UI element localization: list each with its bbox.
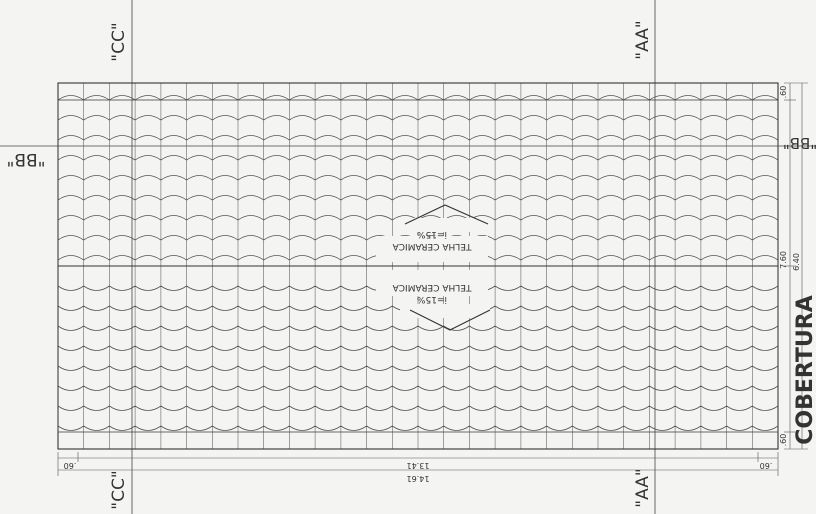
dim-bottom-left: .60 <box>64 461 77 470</box>
roof-note-lower-slope: i=15% <box>417 294 447 304</box>
dim-right-mid2: 6.40 <box>792 253 801 271</box>
bottom-dimensions <box>57 452 779 476</box>
roof-note-lower-material: TELHA CERAMICA <box>392 282 473 292</box>
dim-right-mid1: 7.60 <box>779 251 788 269</box>
section-label-bb-left: "BB" <box>7 149 46 169</box>
dim-bottom-total: 14.61 <box>407 474 430 483</box>
section-label-aa-bottom: "AA" <box>633 468 653 507</box>
roof-note-upper-slope: i=15% <box>417 229 447 239</box>
dim-bottom-inner: 13.41 <box>407 461 430 470</box>
slope-arrow-up <box>400 204 490 232</box>
section-label-cc-bottom: "CC" <box>109 470 129 509</box>
right-dimensions <box>784 82 808 450</box>
dim-right-bottom: .60 <box>779 434 788 447</box>
slope-arrow-down <box>400 304 491 331</box>
section-label-cc-top: "CC" <box>109 22 129 61</box>
section-label-aa-top: "AA" <box>633 20 653 59</box>
dim-right-top: .60 <box>779 86 788 99</box>
drawing-title: COBERTURA <box>793 295 816 444</box>
section-label-bb-right: "BB" <box>783 134 816 152</box>
roof-note-upper-material: TELHA CERAMICA <box>392 241 473 251</box>
dim-bottom-right: .60 <box>760 461 773 470</box>
